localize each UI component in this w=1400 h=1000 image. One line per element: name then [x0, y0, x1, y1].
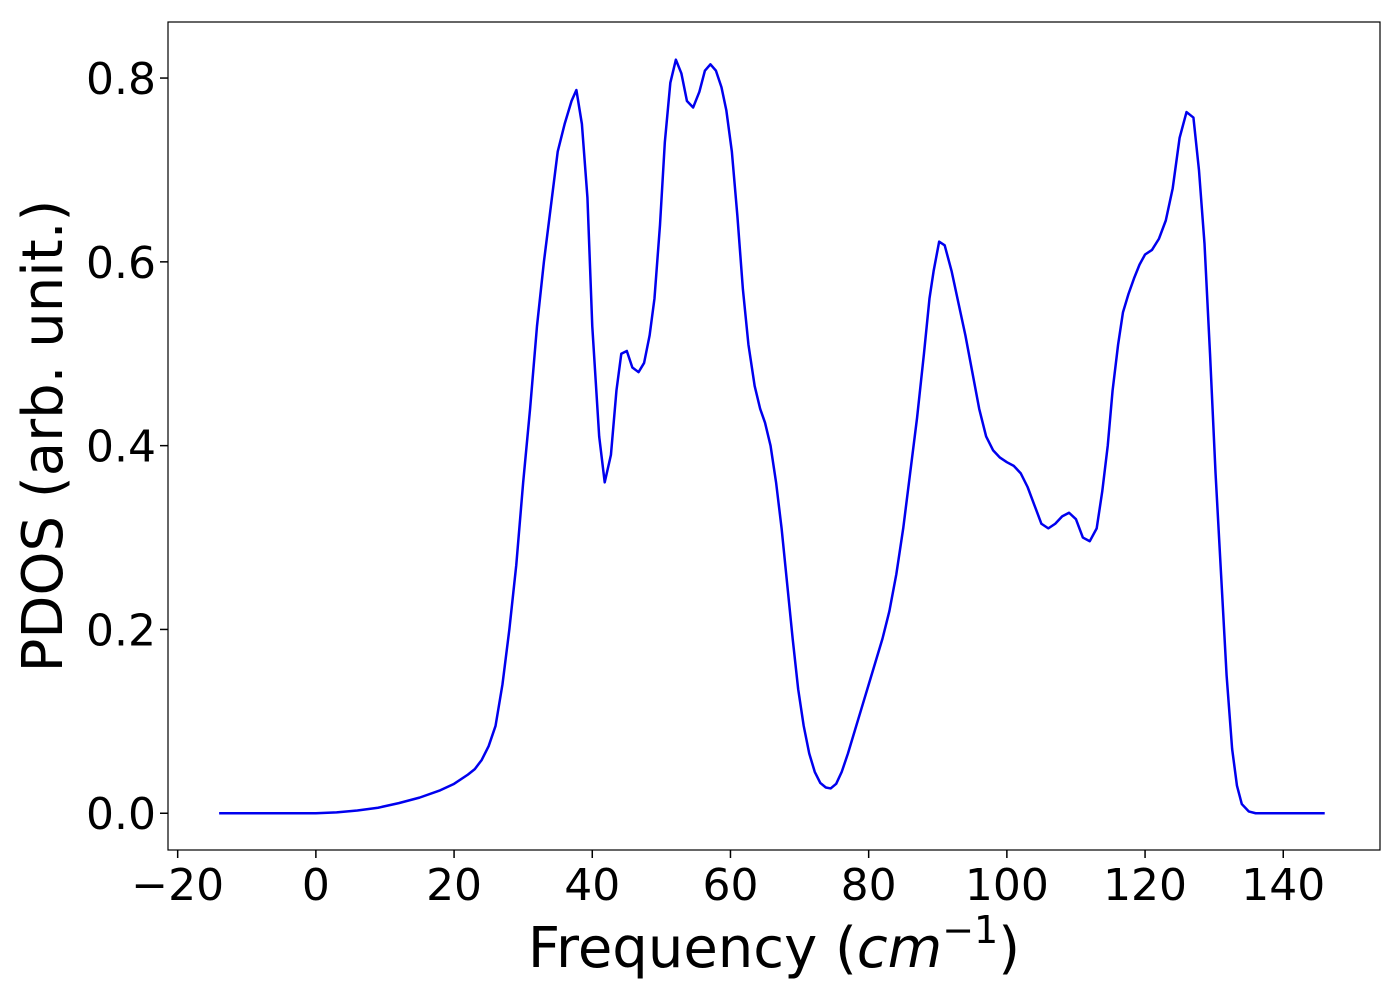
x-tick-label: 140 [1241, 860, 1325, 911]
y-tick-label: 0.0 [86, 789, 156, 840]
x-tick-label: 100 [965, 860, 1049, 911]
x-tick-label: 80 [841, 860, 897, 911]
x-tick-label: 40 [564, 860, 620, 911]
pdos-line [219, 58, 1325, 815]
x-tick-label: −20 [131, 860, 224, 911]
x-axis-label: Frequency (cm−1) [528, 908, 1020, 981]
x-tick-label: 0 [302, 860, 330, 911]
y-axis-label: PDOS (arb. unit.) [11, 200, 76, 673]
plot-frame [167, 21, 1381, 851]
y-tick-label: 0.6 [86, 238, 156, 289]
x-label-part: −1 [942, 908, 998, 952]
x-label-part: Frequency ( [528, 916, 857, 981]
y-tick-label: 0.4 [86, 422, 156, 473]
x-tick-label: 120 [1103, 860, 1187, 911]
x-label-part: cm [857, 916, 942, 981]
y-tick-label: 0.8 [86, 54, 156, 105]
x-tick-label: 20 [426, 860, 482, 911]
x-tick-label: 60 [702, 860, 758, 911]
y-tick-label: 0.2 [86, 605, 156, 656]
x-label-part: ) [998, 916, 1020, 981]
